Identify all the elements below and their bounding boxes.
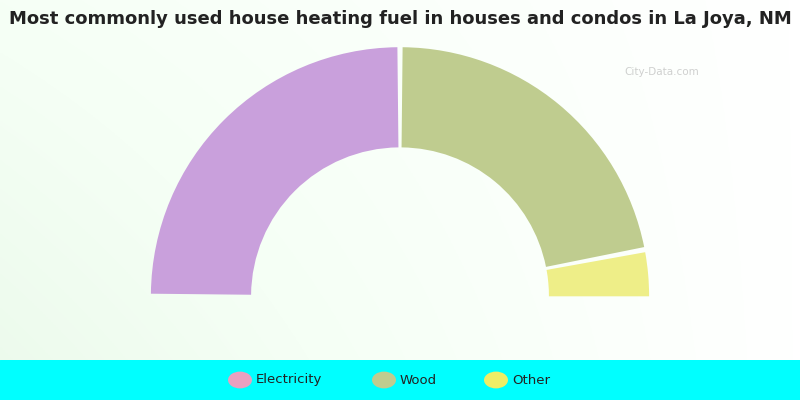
Text: Electricity: Electricity — [256, 374, 322, 386]
Text: Other: Other — [512, 374, 550, 386]
Text: Most commonly used house heating fuel in houses and condos in La Joya, NM: Most commonly used house heating fuel in… — [9, 10, 791, 28]
Ellipse shape — [484, 372, 508, 388]
Wedge shape — [151, 47, 398, 295]
Ellipse shape — [372, 372, 396, 388]
Wedge shape — [402, 47, 644, 267]
Text: City-Data.com: City-Data.com — [624, 67, 698, 77]
Ellipse shape — [228, 372, 252, 388]
Wedge shape — [546, 252, 649, 296]
Text: Wood: Wood — [400, 374, 437, 386]
